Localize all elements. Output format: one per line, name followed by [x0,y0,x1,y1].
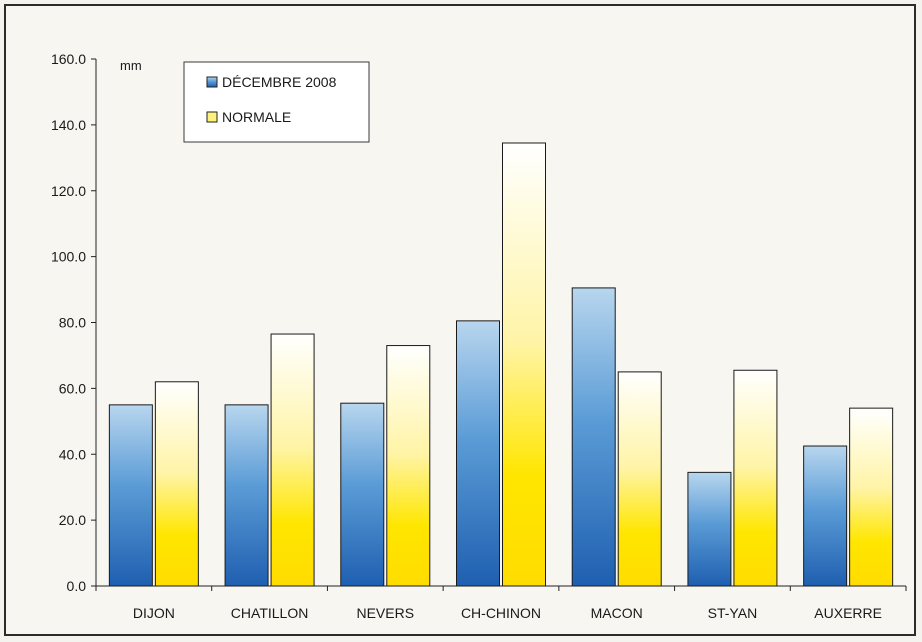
bar-normale-chatillon [270,333,315,587]
legend-swatch-decembre-2008 [206,76,218,88]
legend: DÉCEMBRE 2008 NORMALE [183,61,370,143]
bar-decembre-2008-chatillon [224,404,269,587]
legend-label-decembre-2008: DÉCEMBRE 2008 [222,74,337,90]
y-tick-label: 60.0 [59,380,86,396]
x-tick-label: NEVERS [356,605,414,621]
x-axis: DIJON CHATILLON NEVERS CH-CHINON MACON ST-YAN… [95,585,907,621]
legend-label-normale: NORMALE [222,109,291,125]
y-tick-label: 140.0 [51,117,86,133]
bar-decembre-2008-ch-chinon [456,320,500,587]
bars-group [108,142,894,587]
legend-box [183,61,370,143]
bar-decembre-2008-dijon [108,404,153,587]
x-tick-label: DIJON [133,605,175,621]
x-tick-label: AUXERRE [814,605,882,621]
bar-normale-nevers [386,345,431,587]
y-unit-label: mm [120,58,142,73]
bar-decembre-2008-auxerre [803,445,848,587]
bar-normale-auxerre [849,407,894,587]
y-tick-label: 80.0 [59,315,86,331]
legend-swatch-normale [206,111,218,123]
bar-chart: 0.020.040.060.080.0100.0120.0140.0160.0 … [51,51,907,621]
y-axis: 0.0 20.0 40.0 60.0 80.0 100.0 120.0 140.0 160.0 [51,51,97,594]
y-tick-label: 100.0 [51,249,86,265]
y-tick-label: 160.0 [51,51,86,67]
x-tick-label: ST-YAN [708,605,758,621]
y-tick-label: 0.0 [67,578,87,594]
bar-decembre-2008-st-yan [687,471,732,587]
bar-normale-macon [617,371,662,587]
x-tick-label: CHATILLON [231,605,309,621]
bar-decembre-2008-nevers [340,402,385,587]
y-tick-label: 120.0 [51,183,86,199]
x-tick-label: CH-CHINON [461,605,541,621]
y-tick-label: 40.0 [59,446,86,462]
chart-frame: 0.0 20.0 40.0 60.0 80.0 100.0 120.0 140.0 160.0 … [4,4,916,636]
bar-normale-st-yan [733,369,778,587]
bar-normale-ch-chinon [502,142,546,587]
bar-normale-dijon [154,381,199,587]
bar-decembre-2008-macon [571,287,616,587]
y-tick-label: 20.0 [59,512,86,528]
x-tick-label: MACON [591,605,643,621]
